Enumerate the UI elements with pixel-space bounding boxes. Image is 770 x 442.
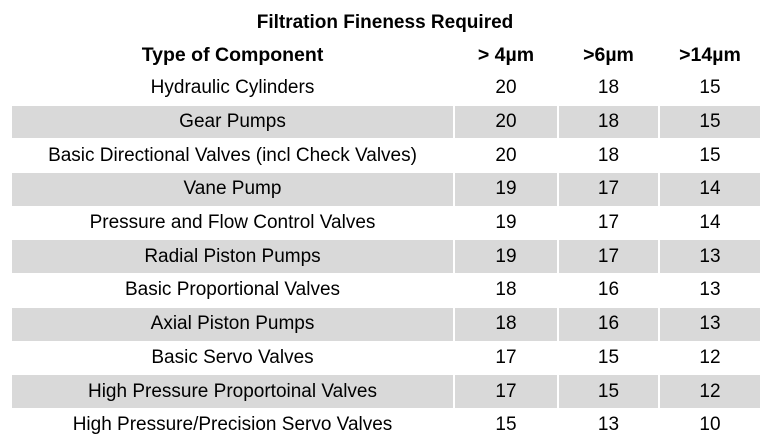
value-4um-cell: 20 xyxy=(453,138,558,173)
component-cell: High Pressure Proportoinal Valves xyxy=(12,374,454,409)
value-6um-cell: 13 xyxy=(557,407,659,442)
filtration-table: Type of Component > 4µm >6µm >14µm Hydra… xyxy=(12,40,760,442)
value-14um-cell: 12 xyxy=(658,374,760,409)
header-14um: >14µm xyxy=(658,40,760,72)
value-4um-cell: 20 xyxy=(453,104,558,139)
value-14um-cell: 15 xyxy=(658,138,760,173)
value-6um-cell: 17 xyxy=(557,205,659,240)
table-row: Radial Piston Pumps 19 17 13 xyxy=(12,239,760,274)
table-row: Basic Proportional Valves 18 16 13 xyxy=(12,273,760,308)
component-cell: Vane Pump xyxy=(12,172,454,207)
table-row: Pressure and Flow Control Valves 19 17 1… xyxy=(12,205,760,240)
component-cell: Gear Pumps xyxy=(12,104,454,139)
value-4um-cell: 18 xyxy=(453,273,558,308)
value-4um-cell: 18 xyxy=(453,306,558,341)
value-4um-cell: 17 xyxy=(453,374,558,409)
value-4um-cell: 19 xyxy=(453,172,558,207)
value-14um-cell: 13 xyxy=(658,306,760,341)
value-6um-cell: 15 xyxy=(557,374,659,409)
value-6um-cell: 17 xyxy=(557,239,659,274)
header-4um: > 4µm xyxy=(453,40,558,72)
value-4um-cell: 17 xyxy=(453,340,558,375)
table-row: Axial Piston Pumps 18 16 13 xyxy=(12,306,760,341)
value-4um-cell: 15 xyxy=(453,407,558,442)
component-cell: High Pressure/Precision Servo Valves xyxy=(12,407,454,442)
value-14um-cell: 14 xyxy=(658,205,760,240)
value-4um-cell: 20 xyxy=(453,71,558,106)
table-row: Gear Pumps 20 18 15 xyxy=(12,104,760,139)
component-cell: Basic Proportional Valves xyxy=(12,273,454,308)
component-cell: Basic Directional Valves (incl Check Val… xyxy=(12,138,454,173)
value-14um-cell: 13 xyxy=(658,273,760,308)
value-14um-cell: 13 xyxy=(658,239,760,274)
value-14um-cell: 15 xyxy=(658,71,760,106)
value-4um-cell: 19 xyxy=(453,205,558,240)
value-6um-cell: 18 xyxy=(557,138,659,173)
table-row: Vane Pump 19 17 14 xyxy=(12,172,760,207)
table-row: Basic Servo Valves 17 15 12 xyxy=(12,340,760,375)
component-cell: Pressure and Flow Control Valves xyxy=(12,205,454,240)
header-row: Type of Component > 4µm >6µm >14µm xyxy=(12,40,760,72)
value-6um-cell: 16 xyxy=(557,273,659,308)
value-6um-cell: 15 xyxy=(557,340,659,375)
value-6um-cell: 16 xyxy=(557,306,659,341)
table-row: High Pressure Proportoinal Valves 17 15 … xyxy=(12,374,760,409)
component-cell: Axial Piston Pumps xyxy=(12,306,454,341)
header-6um: >6µm xyxy=(557,40,659,72)
value-6um-cell: 17 xyxy=(557,172,659,207)
value-14um-cell: 12 xyxy=(658,340,760,375)
value-6um-cell: 18 xyxy=(557,71,659,106)
table-row: High Pressure/Precision Servo Valves 15 … xyxy=(12,407,760,442)
component-cell: Basic Servo Valves xyxy=(12,340,454,375)
value-14um-cell: 14 xyxy=(658,172,760,207)
component-cell: Hydraulic Cylinders xyxy=(12,71,454,106)
value-14um-cell: 15 xyxy=(658,104,760,139)
value-14um-cell: 10 xyxy=(658,407,760,442)
header-component: Type of Component xyxy=(141,44,324,66)
component-cell: Radial Piston Pumps xyxy=(12,239,454,274)
value-6um-cell: 18 xyxy=(557,104,659,139)
table-title: Filtration Fineness Required xyxy=(256,12,514,33)
table-row: Basic Directional Valves (incl Check Val… xyxy=(12,138,760,173)
table-row: Hydraulic Cylinders 20 18 15 xyxy=(12,71,760,106)
value-4um-cell: 19 xyxy=(453,239,558,274)
